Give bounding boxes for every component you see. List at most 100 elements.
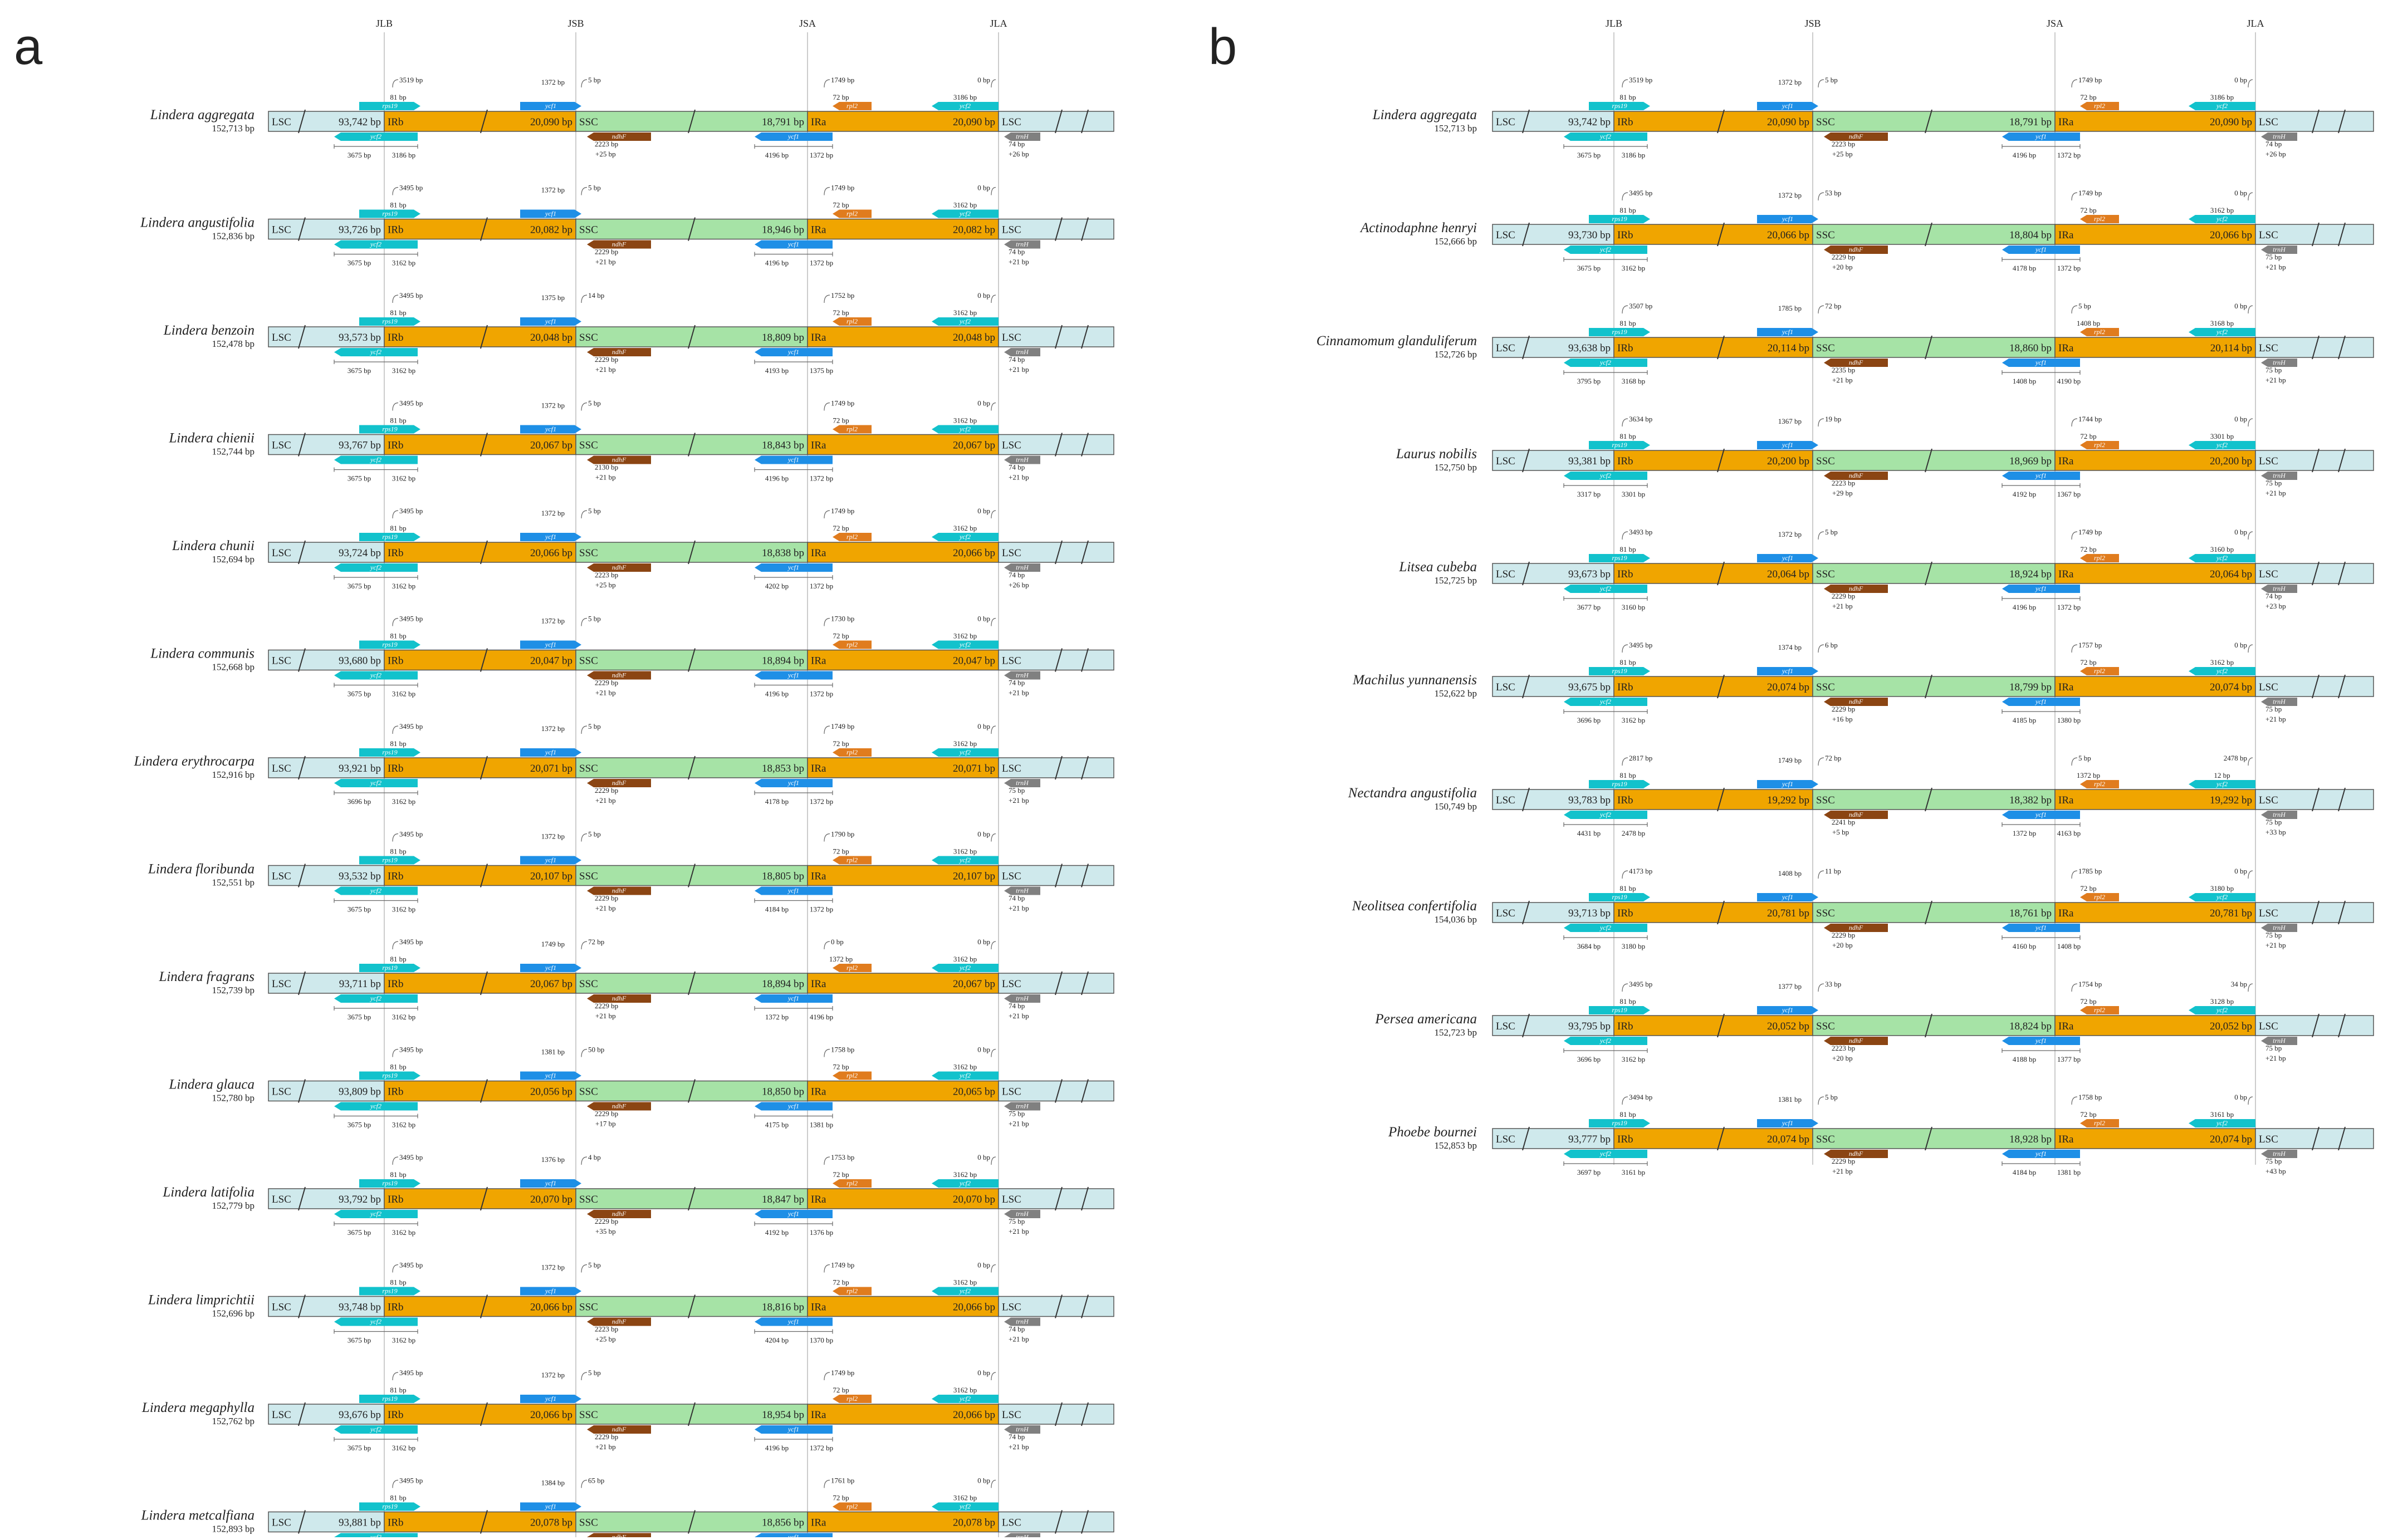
ycf2-span bbox=[1563, 935, 1648, 940]
break-mark bbox=[2312, 900, 2320, 925]
irb-length: 20,090 bp bbox=[530, 116, 572, 128]
trnH-gene-shape bbox=[1004, 348, 1040, 356]
rps19-gene-label: rps19 bbox=[1612, 554, 1627, 562]
irb-region bbox=[384, 757, 576, 778]
rps19-gene-label: rps19 bbox=[382, 748, 397, 756]
lsc-right-region bbox=[998, 1080, 1114, 1102]
ycf1-overlap-value: 14 bp bbox=[588, 291, 604, 300]
ycf1-lower-span bbox=[754, 467, 833, 472]
ycf1-lower-gene: ycf1 bbox=[755, 1102, 833, 1111]
lsc-length: 93,777 bp bbox=[1568, 1134, 1611, 1145]
ycf1-gene-shape bbox=[520, 533, 581, 541]
ycf1-overlap-value: 53 bp bbox=[1825, 189, 1841, 197]
ira-length: 20,090 bp bbox=[2210, 116, 2252, 128]
genome-size: 150,749 bp bbox=[1435, 801, 1477, 812]
ycf2-gene-label: ycf2 bbox=[959, 1503, 971, 1510]
rpl2-span-connector bbox=[824, 617, 830, 626]
ndhF-extension: +16 bp bbox=[1832, 715, 1853, 723]
break-mark bbox=[2312, 787, 2320, 812]
ycf1-overlap-connector bbox=[1818, 757, 1824, 766]
genome-size: 152,893 bp bbox=[212, 1524, 255, 1534]
lsc-label: LSC bbox=[2259, 229, 2278, 241]
break-mark bbox=[1055, 648, 1063, 672]
ycf1-lower-gene: ycf1 bbox=[755, 779, 833, 787]
ycf1-overlap-value: 72 bp bbox=[588, 938, 604, 946]
irb-region bbox=[384, 1188, 576, 1209]
ycf2-length: 3162 bp bbox=[953, 739, 977, 748]
lsc-label: LSC bbox=[272, 978, 291, 990]
ndhF-gene: ndhF bbox=[1824, 924, 1888, 932]
rps19-span-value: 3634 bp bbox=[1629, 415, 1652, 423]
rpl2-span: 1749 bp bbox=[2071, 528, 2102, 540]
rps19-overlap: 81 bp bbox=[390, 1063, 406, 1071]
ycf2-lower-gene-label: ycf2 bbox=[370, 1533, 381, 1538]
ycf2-ir-length: 3675 bp bbox=[1577, 264, 1601, 272]
ycf2-span bbox=[334, 791, 418, 795]
ycf1-overlap: 19 bp bbox=[1818, 415, 1841, 427]
ycf2-jl-length: 3180 bp bbox=[1622, 942, 1645, 950]
irb-region bbox=[384, 111, 576, 132]
break-mark bbox=[688, 1402, 696, 1426]
break-mark bbox=[2338, 1013, 2346, 1038]
ycf2-span bbox=[334, 144, 418, 149]
irb-length: 20,066 bp bbox=[1767, 229, 1809, 241]
trnH-length: 75 bp bbox=[2265, 705, 2282, 713]
ycf1-gene: ycf1 bbox=[520, 425, 581, 434]
trnH-gene-shape bbox=[1004, 563, 1040, 572]
species-name: Lindera chienii bbox=[169, 431, 255, 446]
ycf2-gap-connector bbox=[991, 941, 996, 950]
ycf1-ira-length: 1372 bp bbox=[810, 905, 833, 914]
trnH-gene: trnH bbox=[1004, 994, 1040, 1003]
ndhF-extension: +5 bp bbox=[1832, 828, 1849, 836]
ycf1-lower-gene: ycf1 bbox=[2002, 1037, 2080, 1045]
ycf2-gap: 0 bp bbox=[2234, 641, 2253, 653]
rps19-gene-shape bbox=[1589, 667, 1650, 675]
irb-region bbox=[1613, 563, 1813, 584]
ira-length: 20,074 bp bbox=[2210, 681, 2252, 693]
ycf1-lower-gene-shape bbox=[2002, 811, 2080, 819]
ndhF-gene: ndhF bbox=[1824, 1150, 1888, 1158]
trnH-gap: +21 bp bbox=[1009, 365, 1029, 374]
ssc-length: 18,761 bp bbox=[2009, 908, 2052, 919]
ycf2-gene-label: ycf2 bbox=[959, 1395, 971, 1402]
rps19-span-connector bbox=[392, 510, 399, 519]
break-mark bbox=[480, 1294, 488, 1318]
ndhF-gene-shape bbox=[1824, 359, 1888, 367]
trnH-gene-shape bbox=[2261, 359, 2297, 367]
irb-length: 20,064 bp bbox=[1767, 568, 1809, 580]
break-mark bbox=[2338, 787, 2346, 812]
ndhF-extension: +21 bp bbox=[595, 1012, 616, 1020]
rpl2-span-value: 1749 bp bbox=[831, 722, 854, 730]
genome-size: 152,780 bp bbox=[212, 1093, 255, 1103]
rpl2-gene: rpl2 bbox=[833, 1287, 872, 1296]
genome-size: 152,744 bp bbox=[212, 447, 255, 457]
rps19-overlap: 81 bp bbox=[390, 201, 406, 209]
ycf1-overlap-value: 5 bp bbox=[588, 399, 601, 408]
ycf1-overlap-value: 5 bp bbox=[1825, 1093, 1838, 1101]
rpl2-gene: rpl2 bbox=[2080, 102, 2119, 110]
ycf1-overlap-value: 5 bp bbox=[588, 830, 601, 838]
ycf2-lower-gene: ycf2 bbox=[1564, 472, 1647, 480]
ycf1-lower-gene: ycf1 bbox=[755, 1317, 833, 1326]
ndhF-extension: +25 bp bbox=[595, 1335, 616, 1343]
ycf2-lower-gene-shape bbox=[1564, 811, 1647, 819]
ycf2-lower-gene: ycf2 bbox=[334, 671, 418, 680]
ycf2-gap-connector bbox=[991, 402, 996, 411]
ndhF-length: 2229 bp bbox=[595, 1110, 618, 1118]
rpl2-overlap: 72 bp bbox=[833, 1278, 849, 1287]
rps19-span-value: 3495 bp bbox=[399, 399, 423, 408]
rpl2-gene-label: rpl2 bbox=[846, 210, 858, 218]
ycf2-jl-length: 3162 bp bbox=[392, 474, 415, 483]
lsc-right-region bbox=[2255, 789, 2374, 810]
lsc-label: LSC bbox=[2259, 455, 2278, 467]
lsc-label: LSC bbox=[2259, 116, 2278, 128]
rps19-gene-shape bbox=[359, 317, 420, 326]
ycf2-lower-gene-shape bbox=[1564, 1150, 1647, 1158]
genome-size: 152,762 bp bbox=[212, 1416, 255, 1426]
ycf2-jl-length: 3162 bp bbox=[392, 1336, 415, 1345]
ycf2-lower-gene: ycf2 bbox=[1564, 811, 1647, 819]
ira-label: IRa bbox=[2058, 455, 2074, 467]
ndhF-gene-label: ndhF bbox=[1849, 924, 1863, 931]
rpl2-gene-shape bbox=[833, 1287, 872, 1296]
